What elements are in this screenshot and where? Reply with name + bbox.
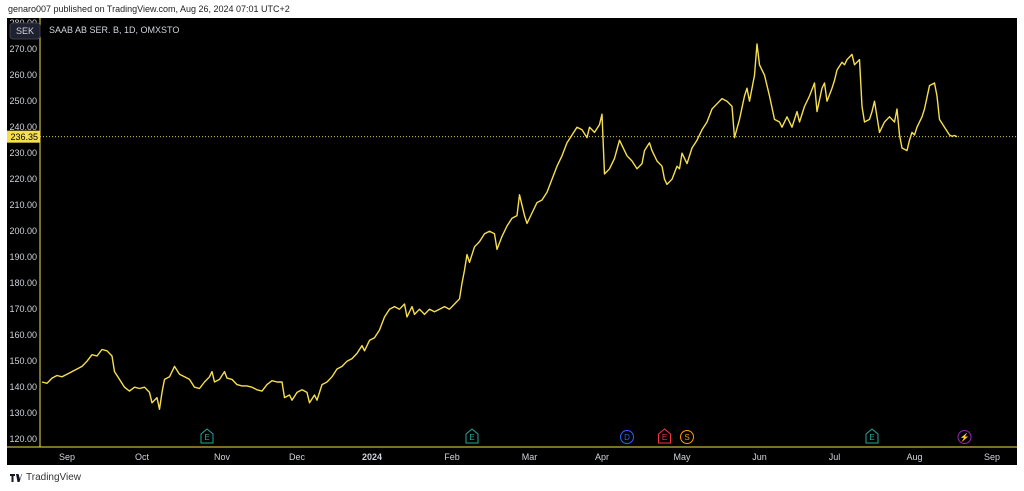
footer-brand: TradingView [26,472,82,483]
earnings-marker [658,428,671,444]
event-marker-label: E [662,433,667,442]
x-tick-label: Sep [984,452,1000,462]
price-chart[interactable]: 120.00 130.00 140.00 150.00 160.00 170.00 180.… [7,18,1017,465]
x-tick-label: Mar [522,452,538,462]
event-marker-label: S [684,433,689,442]
overlay: 236.35 SEK SAAB AB SER. B, 1D, OMXSTO [7,22,1017,143]
last-price-badge [7,130,40,143]
x-tick-label: Nov [214,452,231,462]
y-tick-label: 260.00 [9,70,37,80]
event-marker-label: E [869,433,874,442]
x-tick-label: Jul [829,452,841,462]
x-axis[interactable]: Sep Oct Nov Dec 2024 Feb Mar Apr May Jun Jul Aug Sep [7,446,1017,462]
x-tick-label: Oct [135,452,150,462]
event-marker-label: E [469,433,474,442]
y-tick-label: 220.00 [9,174,37,184]
earnings-marker [465,428,479,444]
y-tick-label: 230.00 [9,148,37,158]
y-tick-label: 160.00 [9,330,37,340]
y-tick-label: 130.00 [9,408,37,418]
publish-info: genaro007 published on TradingView.com, … [8,4,290,14]
y-tick-label: 120.00 [9,434,37,444]
chart-svg: 120.00 130.00 140.00 150.00 160.00 170.00 180.… [7,18,1017,465]
price-series-line [41,43,958,410]
earnings-marker [865,428,879,444]
event-marker [957,430,972,444]
x-tick-label: May [673,452,691,462]
event-marker [620,430,634,444]
last-price-label: 236.35 [10,132,38,142]
currency-button [9,22,41,40]
y-tick-label: 250.00 [9,96,37,106]
x-tick-label: Jun [752,452,767,462]
y-tick-label: 170.00 [9,304,37,314]
event-marker-label: E [204,433,209,442]
x-tick-label: Apr [595,452,609,462]
footer: TradingView [10,472,81,483]
y-tick-label: 180.00 [9,278,37,288]
y-tick-label: 190.00 [9,252,37,262]
x-tick-label: Feb [444,452,460,462]
y-tick-label: 270.00 [9,44,37,54]
y-axis[interactable]: 120.00 130.00 140.00 150.00 160.00 170.00 180.… [9,18,41,447]
plot-area[interactable] [41,43,958,410]
y-tick-label: 240.00 [9,122,37,132]
y-tick-label: 150.00 [9,356,37,366]
symbol-label: SAAB AB SER. B, 1D, OMXSTO [49,25,179,35]
currency-label: SEK [16,26,34,36]
tradingview-logo-icon [10,473,22,482]
y-tick-label: 140.00 [9,382,37,392]
x-tick-label: 2024 [362,452,382,462]
earnings-marker [200,428,214,444]
event-marker-label: ⚡ [960,432,970,442]
x-tick-label: Dec [289,452,306,462]
y-tick-label: 210.00 [9,200,37,210]
y-tick-label: 200.00 [9,226,37,236]
event-markers: E E D E S E ⚡ [200,428,972,444]
chart-background [7,18,1017,465]
x-tick-label: Sep [59,452,75,462]
event-marker-label: D [624,433,630,442]
x-tick-label: Aug [906,452,922,462]
event-marker [680,430,694,444]
